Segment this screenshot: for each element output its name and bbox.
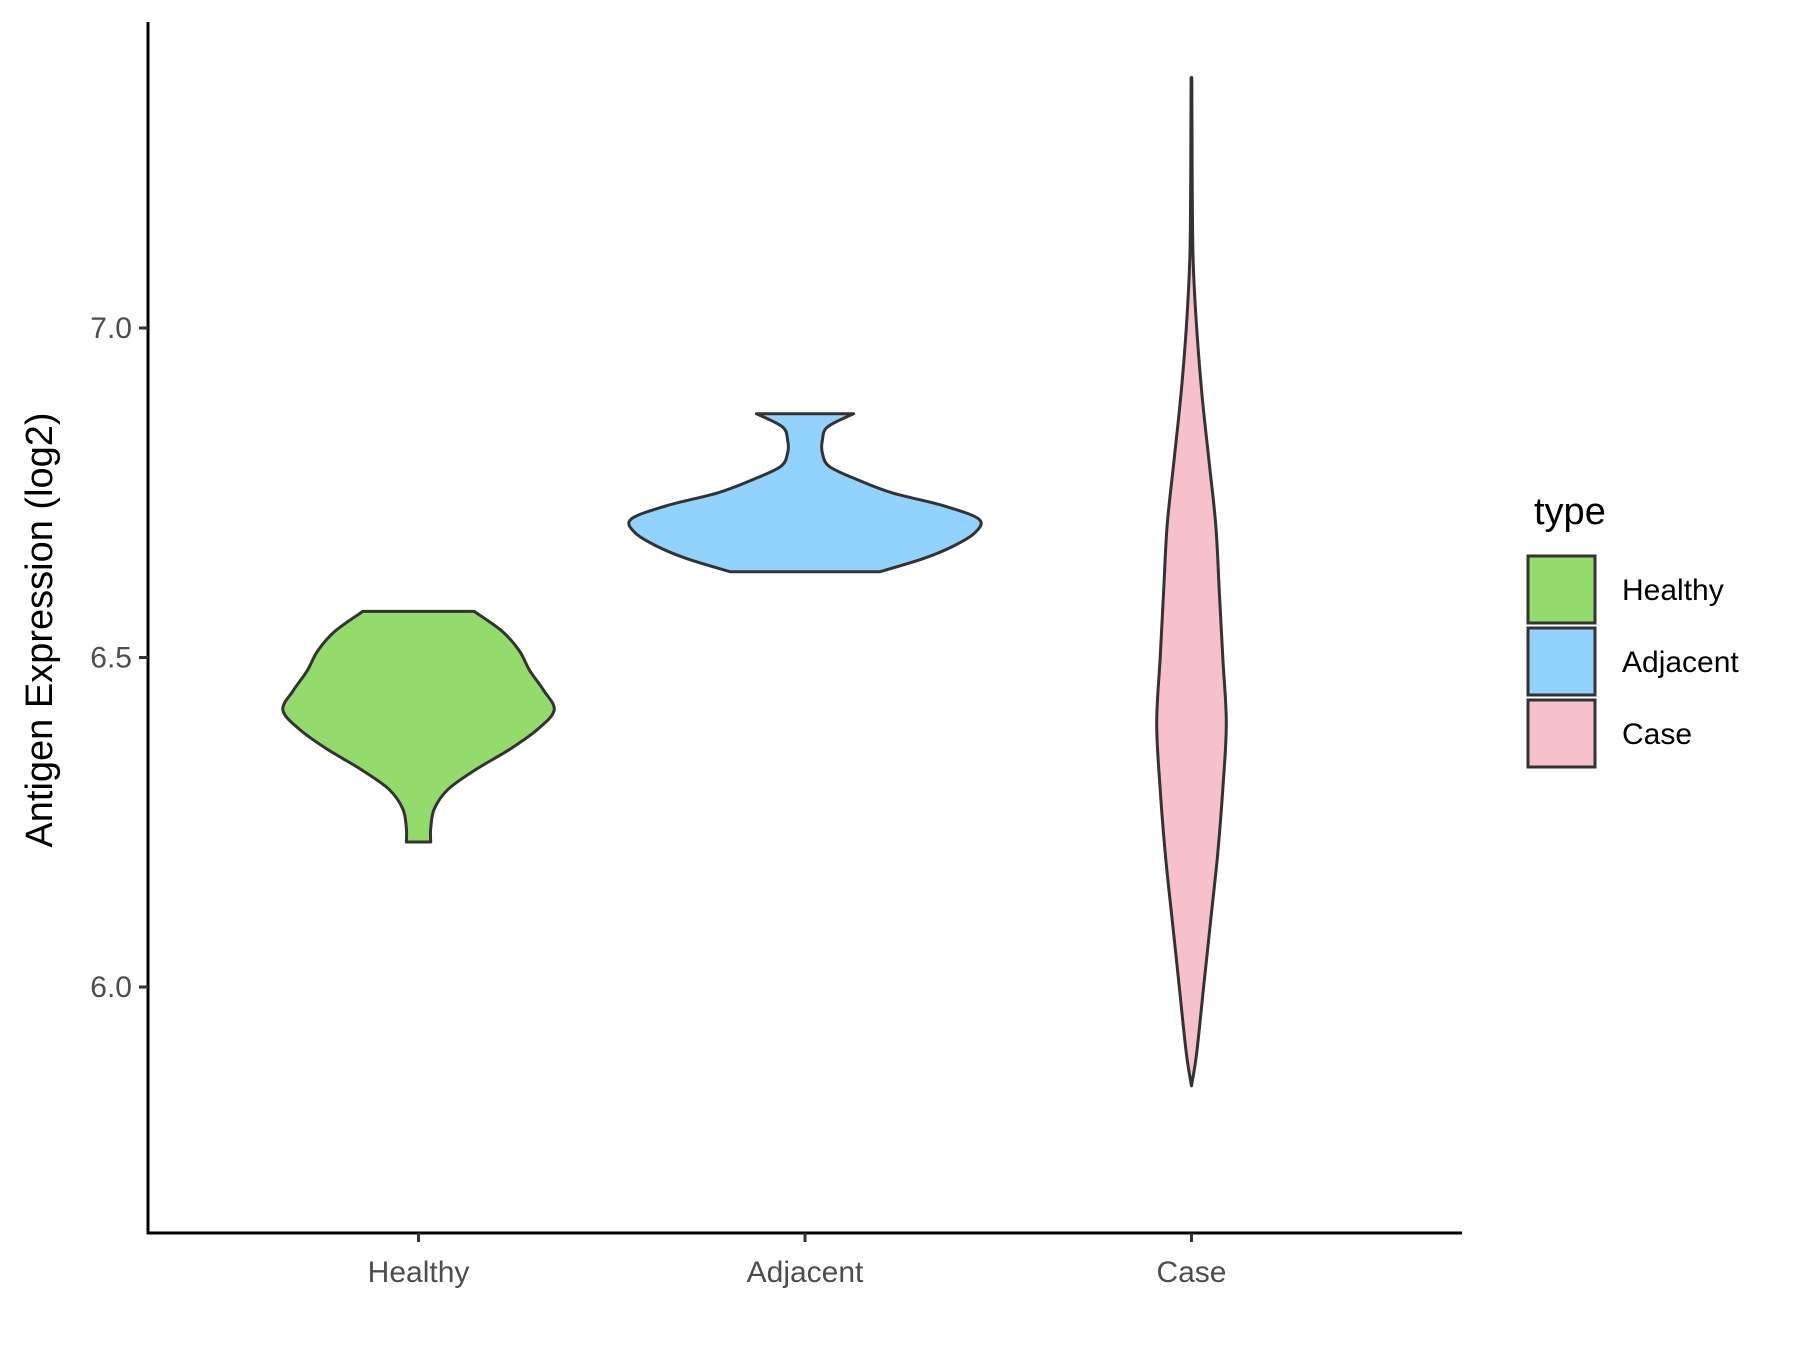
x-tick-label-case: Case [1156, 1256, 1226, 1289]
y-tick-label: 6.5 [90, 642, 132, 675]
violin-healthy [281, 609, 556, 844]
legend-swatch-case [1526, 698, 1597, 769]
legend: type Healthy Adjacent Case [1526, 491, 1739, 769]
y-tick-label: 7.0 [90, 312, 132, 345]
y-axis-title: Antigen Expression (log2) [19, 412, 61, 847]
x-tick-label-healthy: Healthy [368, 1256, 470, 1289]
legend-swatch-healthy [1526, 554, 1597, 625]
violin-adjacent [627, 412, 983, 574]
x-axis-ticks: Healthy Adjacent Case [368, 1233, 1226, 1289]
y-axis-ticks: 6.0 6.5 7.0 [90, 312, 148, 1004]
legend-label-healthy: Healthy [1622, 574, 1724, 607]
x-tick-label-adjacent: Adjacent [747, 1256, 864, 1289]
legend-title: type [1534, 491, 1606, 533]
legend-label-case: Case [1622, 718, 1692, 751]
violins-layer [281, 76, 1228, 1088]
legend-swatch-adjacent [1526, 626, 1597, 697]
y-tick-label: 6.0 [90, 971, 132, 1004]
legend-label-adjacent: Adjacent [1622, 646, 1739, 679]
violin-case [1155, 76, 1228, 1088]
